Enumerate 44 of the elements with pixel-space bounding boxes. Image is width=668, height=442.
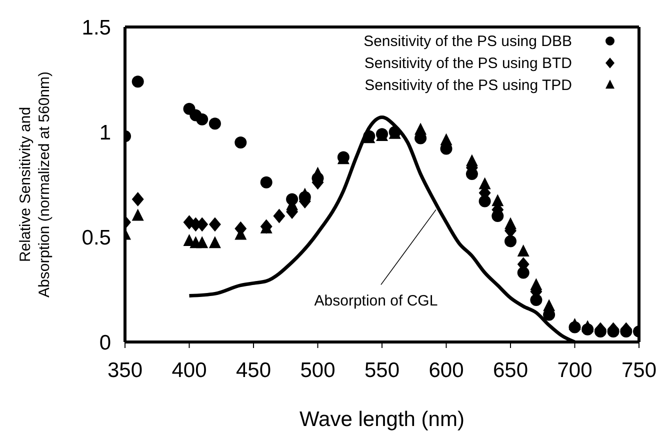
point xyxy=(260,176,272,188)
x-tick-label: 600 xyxy=(428,358,464,382)
point xyxy=(530,278,542,290)
y-tick-label: 1.5 xyxy=(82,16,111,40)
point xyxy=(440,133,452,146)
point xyxy=(132,76,144,88)
x-tick-label: 550 xyxy=(364,358,400,382)
point xyxy=(196,113,208,126)
legend-label: Sensitivity of the PS using DBB xyxy=(364,32,572,50)
point xyxy=(582,320,594,332)
point xyxy=(414,122,427,135)
point xyxy=(492,194,504,206)
point xyxy=(466,154,478,166)
legend-label: Sensitivity of the PS using BTD xyxy=(364,54,572,72)
point xyxy=(504,235,516,248)
y-tick-label: 1 xyxy=(99,121,111,144)
x-tick-label: 700 xyxy=(557,358,592,382)
point xyxy=(543,299,556,312)
point xyxy=(298,188,311,200)
x-axis-title: Wave length (nm) xyxy=(300,408,464,431)
point xyxy=(568,318,581,330)
y-tick-label: 0 xyxy=(99,331,111,354)
x-tick-label: 350 xyxy=(107,358,143,382)
point xyxy=(132,192,144,206)
x-tick-label: 400 xyxy=(172,358,207,382)
point xyxy=(504,217,516,230)
legend-label: Sensitivity of the PS using TPD xyxy=(364,76,572,94)
y-axis-title: Relative Sensitivity and Absorption (normalized at 560nm) xyxy=(17,72,53,298)
point xyxy=(478,177,491,190)
point xyxy=(196,236,208,248)
x-tick-label: 750 xyxy=(621,358,657,382)
point xyxy=(208,236,221,248)
point xyxy=(273,208,286,224)
point xyxy=(208,217,221,232)
point xyxy=(517,244,530,256)
point xyxy=(132,208,144,221)
x-tick-label: 650 xyxy=(492,358,528,382)
x-tick-label: 450 xyxy=(236,358,272,382)
x-tick-label: 500 xyxy=(300,358,336,382)
y-tick-label: 0.5 xyxy=(82,226,111,250)
point xyxy=(312,166,324,179)
point xyxy=(234,136,247,148)
annotation: Absorption of CGL xyxy=(314,292,438,310)
point xyxy=(208,118,221,130)
